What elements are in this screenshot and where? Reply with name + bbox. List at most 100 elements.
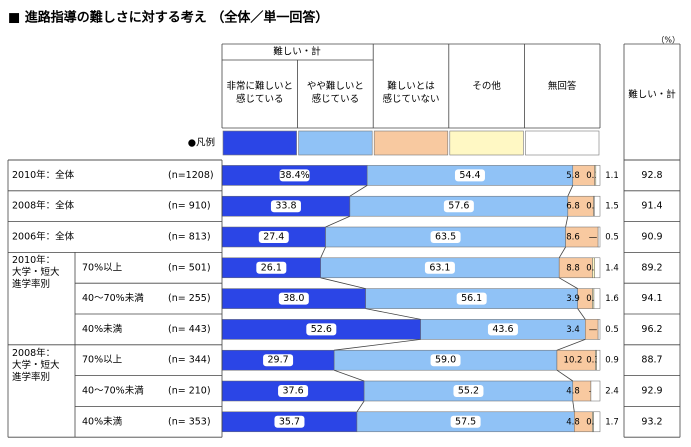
- series-group-label: 難しい・計: [273, 46, 321, 58]
- connector: [349, 185, 368, 197]
- total-value: 89.2: [641, 262, 662, 273]
- connector: [572, 400, 575, 412]
- label-bg: [274, 415, 305, 428]
- legend-entry: やや難しいと 感じている: [306, 81, 364, 105]
- row-label: 40～70%未満: [82, 292, 144, 304]
- legend-entry: その他: [472, 81, 501, 92]
- legend-entry: 非常に難しいと 感じている: [226, 81, 294, 105]
- label-bg: [270, 200, 301, 213]
- row-label: 2008年：全体: [12, 200, 75, 212]
- label-bg: [456, 292, 487, 305]
- label-bg: [278, 292, 309, 305]
- total-value: 94.1: [641, 293, 662, 304]
- connector: [556, 369, 574, 382]
- value-label: 0.4: [586, 294, 600, 304]
- value-label: 52.6: [311, 324, 332, 335]
- bar-segment: [594, 195, 601, 217]
- label-bg: [258, 231, 289, 243]
- value-label: 55.2: [458, 386, 479, 397]
- value-label: 0.2: [586, 202, 600, 212]
- row-label: 2006年：全体: [12, 231, 75, 243]
- label-bg: [453, 385, 484, 397]
- connector: [558, 246, 566, 259]
- connector: [577, 308, 586, 320]
- bar-segment: [597, 226, 601, 248]
- connector: [334, 369, 365, 382]
- label-bg: [430, 354, 461, 367]
- legend-swatch: [373, 130, 449, 156]
- n-label: (n=1208): [168, 170, 214, 181]
- value-label: 6.8: [566, 202, 580, 212]
- n-label: (n= 353): [168, 416, 211, 427]
- value-label: 27.4: [263, 232, 284, 243]
- legend-swatch: [525, 130, 600, 156]
- row-label: 40%未満: [82, 323, 123, 335]
- bar-segment: [593, 288, 601, 309]
- label-bg: [256, 261, 287, 274]
- n-label: (n= 210): [168, 386, 211, 397]
- bar-segment: [596, 349, 601, 371]
- connector: [565, 216, 569, 228]
- value-label: 10.2: [564, 356, 583, 366]
- connector: [320, 246, 326, 258]
- value-label: 1.4: [605, 263, 619, 273]
- value-label: 0.3: [586, 417, 600, 427]
- value-label: 63.1: [429, 262, 450, 273]
- total-value: 92.8: [641, 170, 662, 181]
- value-label: 57.5: [455, 416, 476, 427]
- total-value: 91.4: [641, 201, 662, 212]
- n-label: (n= 501): [168, 262, 211, 273]
- total-value: 96.2: [641, 324, 662, 335]
- connector: [556, 339, 586, 351]
- n-label: (n= 255): [168, 293, 211, 304]
- value-label: 26.1: [261, 262, 282, 273]
- label-bg: [278, 385, 309, 397]
- label-bg: [430, 231, 461, 243]
- value-label: 4.8: [566, 417, 580, 427]
- value-label: 1.6: [605, 294, 619, 304]
- value-label: 3.4: [566, 325, 580, 335]
- row-label: 2010年：全体: [12, 169, 75, 181]
- legend-entry: 無回答: [547, 81, 577, 92]
- value-label: 8.6: [566, 233, 580, 243]
- unit: （%）: [656, 36, 680, 45]
- chart-title: ■ 進路指導の難しさに対する考え （全体／単一回答）: [8, 10, 328, 26]
- value-label: 0.9: [605, 356, 619, 366]
- value-label: 43.6: [492, 324, 513, 335]
- legend-swatch: [298, 130, 373, 156]
- label-bg: [279, 169, 310, 182]
- value-label: 1.7: [605, 417, 619, 427]
- legend-entry: 難しいとは 感じていない: [382, 81, 440, 105]
- legend-swatch: [222, 130, 297, 156]
- row-label: 70%以上: [82, 262, 123, 273]
- total-value: 92.9: [641, 386, 662, 397]
- n-label: (n= 910): [168, 201, 211, 212]
- connector: [356, 400, 365, 413]
- value-label: 0.3: [586, 171, 600, 181]
- label-bg: [450, 415, 481, 428]
- legend-label: ●凡例: [188, 137, 215, 149]
- total-header: 難しい・計: [628, 89, 676, 101]
- label-bg: [487, 323, 518, 336]
- row-label: 40～70%未満: [82, 385, 144, 397]
- value-label: 4.8: [566, 387, 580, 397]
- total-value: 93.2: [641, 416, 662, 427]
- bar-segment: [594, 257, 601, 279]
- value-label: 59.0: [435, 355, 456, 366]
- value-label: 29.7: [267, 355, 288, 366]
- bar-segment: [597, 319, 601, 340]
- connector: [558, 277, 578, 289]
- connector: [325, 215, 351, 228]
- value-label: 1.1: [605, 171, 619, 181]
- bar-segment: [595, 165, 601, 186]
- label-bg: [263, 354, 294, 367]
- value-label: 0.6: [586, 263, 600, 273]
- value-label: 33.8: [275, 201, 296, 212]
- n-label: (n= 443): [168, 324, 211, 335]
- group-label: 2008年： 大学・短大 進学率別: [12, 347, 60, 383]
- label-bg: [424, 261, 455, 274]
- value-label: 38.4%: [279, 170, 309, 181]
- connector: [567, 185, 574, 197]
